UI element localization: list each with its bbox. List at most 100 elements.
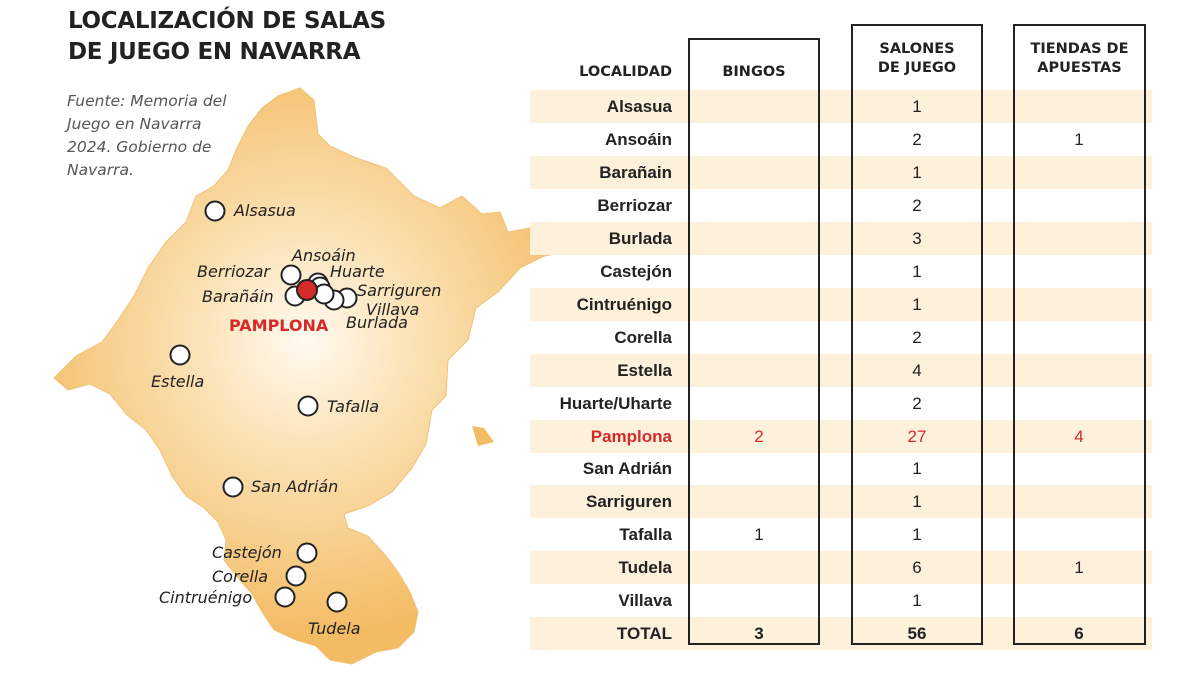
table-row: Tudela 6 1 (530, 551, 1152, 585)
cell-localidad: Berriozar (597, 195, 672, 215)
header-tiendas-line-1: TIENDAS DE (1030, 41, 1129, 57)
table-row: Berriozar 2 (530, 189, 1152, 222)
map-label: Barañáin (202, 287, 274, 306)
map-label: Alsasua (233, 201, 296, 220)
table-row: Alsasua 1 (530, 90, 1152, 123)
page-title: LOCALIZACIÓN DE SALAS DE JUEGO EN NAVARR… (68, 6, 386, 68)
map-label: Burlada (346, 313, 408, 332)
table-row: Tafalla 1 1 (530, 518, 1152, 551)
cell-salones: 2 (912, 393, 922, 413)
map-label: Tudela (308, 619, 361, 638)
cell-localidad: Corella (614, 327, 672, 347)
cell-bingos: 3 (754, 624, 764, 644)
cell-salones: 1 (912, 261, 922, 281)
table-row: Cintruénigo 1 (530, 287, 1152, 321)
cell-salones: 1 (912, 162, 922, 182)
cell-salones: 1 (912, 97, 922, 116)
marker-tafalla (297, 395, 319, 417)
cell-salones: 4 (912, 360, 922, 380)
cell-localidad: Barañain (599, 162, 672, 182)
map-label: Huarte (330, 262, 385, 281)
navarra-shape (53, 87, 581, 665)
table-row: Villava 1 (530, 584, 1152, 617)
marker-corella (285, 565, 307, 587)
table-row: Castejón 1 (530, 255, 1152, 288)
cell-localidad: Burlada (608, 228, 672, 248)
map-label: Tafalla (327, 397, 379, 416)
cell-salones: 2 (912, 129, 922, 149)
salones-column-frame (851, 24, 983, 645)
table-row: Pamplona 2 27 4 (530, 419, 1152, 453)
map-labels: Alsasua Ansoáin Berriozar Huarte Barañáin Sar… (151, 201, 441, 638)
header-tiendas: TIENDAS DE APUESTAS (1015, 40, 1144, 78)
cell-localidad: San Adrián (582, 459, 672, 479)
map-label: Castejón (212, 543, 282, 562)
header-localidad: LOCALIDAD (579, 64, 672, 80)
marker-alsasua (204, 200, 226, 222)
cell-localidad: Estella (617, 360, 672, 380)
map-label: Villava (366, 300, 419, 319)
title-line-2: DE JUEGO EN NAVARRA (68, 39, 361, 65)
cell-salones: 1 (912, 492, 922, 512)
bingos-column-frame (688, 38, 820, 645)
navarra-map: Alsasua Ansoáin Berriozar Huarte Barañáin Sar… (53, 87, 581, 665)
source-note: Fuente: Memoria del Juego en Navarra 202… (67, 92, 227, 179)
cell-salones: 2 (912, 327, 922, 347)
cell-salones: 2 (912, 195, 922, 215)
cell-salones: 56 (907, 624, 927, 644)
cell-localidad: TOTAL (616, 624, 672, 644)
header-salones-line-1: SALONES (879, 41, 955, 57)
header-bingos: BINGOS (722, 64, 786, 80)
petilla-enclave (472, 426, 494, 446)
header-salones-line-2: DE JUEGO (877, 60, 957, 76)
map-label: Cintruénigo (159, 588, 252, 607)
cell-salones: 27 (907, 426, 927, 446)
table-row: Ansoáin 2 1 (530, 123, 1152, 156)
table-row: San Adrián 1 (530, 452, 1152, 485)
marker-tudela (326, 591, 348, 613)
marker-estella (169, 344, 191, 366)
table-row: Sarriguren 1 (530, 485, 1152, 519)
marker-san-adri-n (222, 476, 244, 498)
tiendas-column-frame (1013, 24, 1146, 645)
map-label: Ansoáin (291, 246, 356, 265)
map-markers (169, 200, 358, 613)
cell-localidad: Alsasua (606, 97, 672, 116)
cell-salones: 6 (912, 558, 922, 578)
marker-pamplona (296, 279, 318, 301)
cell-localidad: Tudela (618, 558, 672, 578)
cell-tiendas: 1 (1074, 129, 1084, 149)
cell-localidad: Huarte/Uharte (559, 393, 672, 413)
map-label: Estella (151, 372, 204, 391)
table-row: Corella 2 (530, 321, 1152, 354)
header-salones: SALONES DE JUEGO (853, 40, 981, 78)
map-label: Sarriguren (357, 281, 441, 300)
cell-bingos: 1 (754, 525, 764, 545)
cell-localidad: Castejón (600, 261, 672, 281)
cell-tiendas: 4 (1074, 426, 1084, 446)
table-row: Barañain 1 (530, 155, 1152, 189)
cell-localidad: Tafalla (619, 525, 672, 545)
header-tiendas-line-2: APUESTAS (1037, 60, 1122, 76)
table-row: Burlada 3 (530, 221, 1152, 255)
cell-localidad: Sarriguren (586, 492, 672, 512)
map-label: Corella (212, 567, 268, 586)
title-line-1: LOCALIZACIÓN DE SALAS (68, 8, 386, 34)
marker-cintru-nigo (274, 586, 296, 608)
map-label-capital: PAMPLONA (229, 316, 329, 335)
cell-localidad: Pamplona (590, 426, 672, 446)
cell-localidad: Cintruénigo (576, 294, 672, 314)
cell-salones: 1 (912, 591, 922, 611)
table-row: Huarte/Uharte 2 (530, 387, 1152, 420)
marker-berriozar (280, 264, 302, 286)
cell-salones: 3 (912, 228, 922, 248)
table-row: Estella 4 (530, 353, 1152, 387)
cell-salones: 1 (912, 525, 922, 545)
cell-tiendas: 1 (1074, 558, 1084, 578)
cell-tiendas: 6 (1074, 624, 1084, 644)
map-label: Berriozar (197, 262, 271, 281)
cell-salones: 1 (912, 294, 922, 314)
cell-bingos: 2 (754, 426, 764, 446)
cell-salones: 1 (912, 459, 922, 479)
marker-castej-n (296, 542, 318, 564)
